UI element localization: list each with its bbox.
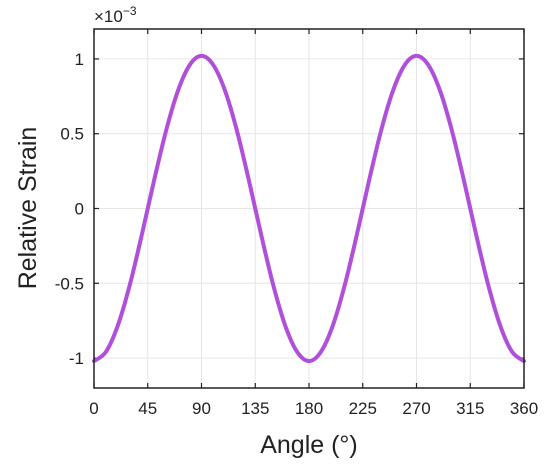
x-tick-label: 225 (349, 399, 377, 418)
series-line (92, 53, 526, 364)
y-tick-label: 0.5 (60, 125, 84, 144)
y-tick-label: 1 (75, 50, 84, 69)
y-exponent-label: ×10−3 (94, 4, 137, 26)
x-tick-label: 90 (192, 399, 211, 418)
y-tick-label: -0.5 (55, 274, 84, 293)
x-tick-label: 0 (89, 399, 98, 418)
x-axis-label: Angle (°) (260, 431, 358, 459)
x-tick-label: 360 (510, 399, 538, 418)
y-tick-label: 0 (75, 200, 84, 219)
x-tick-label: 315 (456, 399, 484, 418)
grid (93, 29, 525, 388)
y-exponent-power: −3 (123, 4, 137, 18)
x-tick-label: 135 (241, 399, 269, 418)
x-tick-label: 180 (295, 399, 323, 418)
x-tick-label: 45 (138, 399, 157, 418)
y-axis-label: Relative Strain (14, 127, 42, 290)
series-layer (92, 53, 526, 364)
tick-labels: 0 45 90 135 180 225 270 315 360 1 0.5 0 -0.5 -1 (55, 50, 538, 418)
y-tick-label: -1 (69, 349, 84, 368)
plot-frame (93, 28, 525, 389)
x-tick-label: 270 (402, 399, 430, 418)
y-exponent-base: ×10 (94, 7, 123, 26)
